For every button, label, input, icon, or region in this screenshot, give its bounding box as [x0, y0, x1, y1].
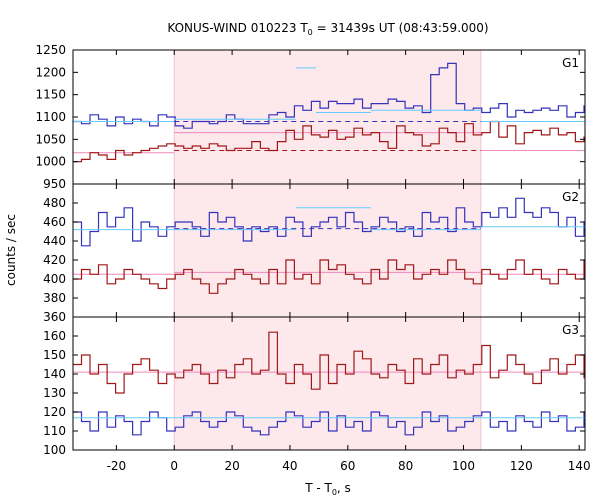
chart-title-subscript: 0 — [308, 28, 313, 37]
y-tick-label: 460 — [43, 215, 66, 229]
x-tick-label: 120 — [510, 459, 533, 473]
y-tick-label: 480 — [43, 196, 66, 210]
y-tick-label: 1100 — [35, 110, 66, 124]
red-series-line — [73, 259, 585, 294]
highlight-interval — [174, 50, 481, 184]
y-tick-label: 100 — [43, 443, 66, 457]
y-tick-label: 110 — [43, 424, 66, 438]
blue-series-line — [73, 197, 585, 247]
panels-group: 950100010501100115012001250G136038040042… — [35, 43, 591, 473]
x-axis-label-subscript: 0 — [332, 488, 337, 497]
panel-g1: 950 1000 1050 1100 1150 1200 1250 G1 — [35, 43, 586, 191]
x-tick-label: 100 — [452, 459, 475, 473]
y-tick-label: 380 — [43, 291, 66, 305]
chart-title-rest: = 31439s UT (08:43:59.000) — [313, 21, 489, 35]
y-tick-label: 420 — [43, 253, 66, 267]
panel-series — [73, 62, 585, 163]
red-series-line — [73, 120, 585, 163]
panel-label: G3 — [562, 323, 579, 337]
y-tick-label: 400 — [43, 272, 66, 286]
panel-label: G1 — [562, 56, 579, 70]
panel-g3: 100 110 120 130 140 150 160 G3 — [43, 316, 586, 457]
x-tick-label: 140 — [568, 459, 591, 473]
y-tick-label: 1050 — [35, 132, 66, 146]
y-tick-label: 1200 — [35, 65, 66, 79]
y-tick-label: 160 — [43, 329, 66, 343]
x-tick-label: 0 — [170, 459, 178, 473]
blue-series-line — [73, 411, 585, 436]
highlight-interval — [174, 184, 481, 317]
panel-frame — [72, 316, 586, 451]
x-tick-label: -20 — [107, 459, 127, 473]
y-tick-label: 120 — [43, 405, 66, 419]
y-axis-label: counts / sec — [4, 214, 18, 286]
blue-series-line — [73, 62, 585, 129]
y-tick-label: 140 — [43, 367, 66, 381]
y-tick-label: 1000 — [35, 155, 66, 169]
y-tick-label: 440 — [43, 234, 66, 248]
x-tick-label: 80 — [398, 459, 413, 473]
x-axis-label-main: T - T — [304, 481, 332, 495]
x-tick-label: 60 — [340, 459, 355, 473]
x-tick-label: 40 — [282, 459, 297, 473]
y-tick-label: 1250 — [35, 43, 66, 57]
y-tick-label: 150 — [43, 348, 66, 362]
x-axis-label-rest: , s — [337, 481, 351, 495]
x-axis-label: T - T0, s — [304, 481, 351, 497]
chart-title: KONUS-WIND 010223 T0 = 31439s UT (08:43:… — [167, 21, 488, 37]
y-tick-label: 1150 — [35, 88, 66, 102]
x-tick-label: 20 — [224, 459, 239, 473]
highlight-interval — [174, 317, 481, 450]
panel-series — [73, 331, 585, 436]
y-tick-label: 360 — [43, 310, 66, 324]
red-series-line — [73, 331, 585, 394]
chart-title-main: KONUS-WIND 010223 T — [167, 21, 308, 35]
panel-g2: 360 380 400 420 440 460 480 G2 — [43, 183, 586, 324]
y-tick-label: 950 — [43, 177, 66, 191]
y-tick-label: 130 — [43, 386, 66, 400]
panel-label: G2 — [562, 190, 579, 204]
panel-series — [73, 197, 585, 294]
